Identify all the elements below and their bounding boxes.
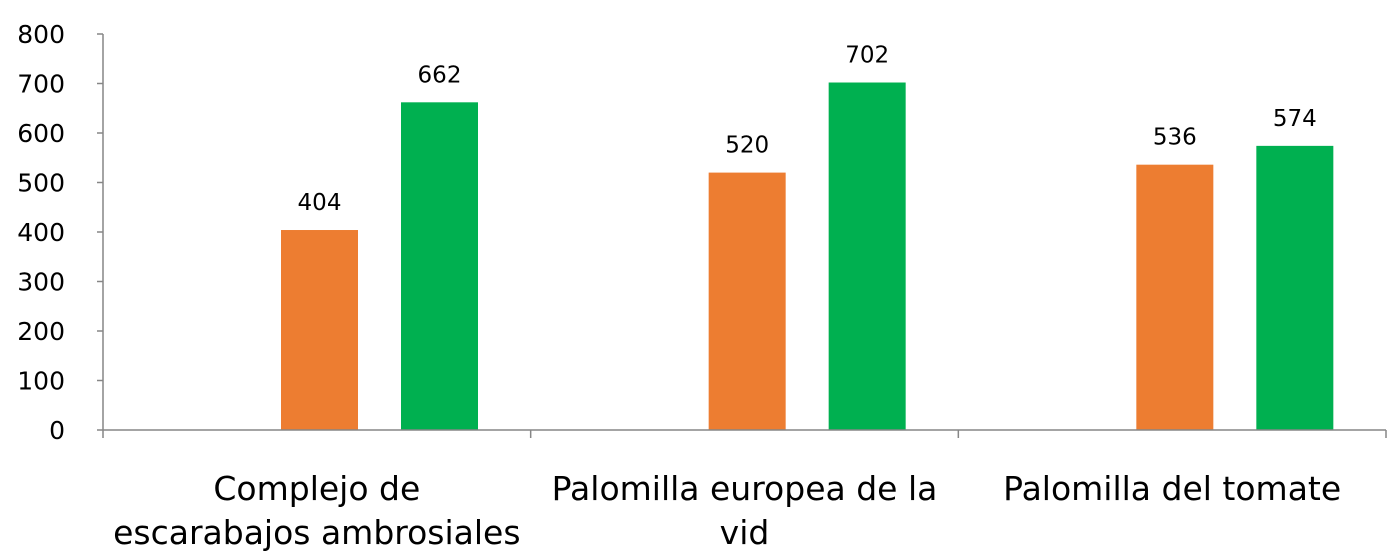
category-label: Complejo de escarabajos ambrosiales [113, 469, 520, 552]
y-tick-label: 600 [17, 119, 65, 148]
data-label: 536 [1153, 125, 1197, 151]
data-labels: 404 662 520 702 536 574 [298, 43, 1317, 217]
category-label: Palomilla europea de la vid [552, 469, 938, 552]
y-tick-label: 500 [17, 169, 65, 198]
data-label: 662 [418, 62, 462, 88]
data-label: 702 [845, 43, 889, 69]
y-tick-label: 400 [17, 218, 65, 247]
data-label: 574 [1273, 106, 1317, 132]
category-label: Palomilla del tomate [1003, 469, 1341, 508]
data-label: 520 [725, 133, 769, 159]
category-label-line: Palomilla del tomate [1003, 469, 1341, 508]
bar [1256, 145, 1334, 430]
category-label-line: Palomilla europea de la [552, 469, 938, 508]
y-tick-label: 700 [17, 70, 65, 99]
bar [401, 102, 478, 430]
data-label: 404 [298, 190, 342, 216]
axes [97, 33, 1387, 438]
y-tick-label: 200 [17, 317, 65, 346]
bars [281, 82, 1334, 430]
bar [828, 82, 906, 430]
y-tick-label: 300 [17, 268, 65, 297]
bar [281, 230, 358, 430]
y-tick-label: 100 [17, 367, 65, 396]
y-tick-label: 800 [17, 20, 65, 49]
bar [708, 172, 786, 430]
y-tick-label: 0 [49, 416, 65, 445]
bar [1136, 164, 1214, 430]
category-label-line: Complejo de [213, 469, 420, 508]
category-label-line: vid [720, 513, 770, 552]
category-label-line: escarabajos ambrosiales [113, 513, 520, 552]
category-labels: Complejo de escarabajos ambrosiales Palomi… [113, 469, 1341, 552]
y-axis-ticks: 0 100 200 300 400 500 600 700 800 [17, 20, 65, 445]
